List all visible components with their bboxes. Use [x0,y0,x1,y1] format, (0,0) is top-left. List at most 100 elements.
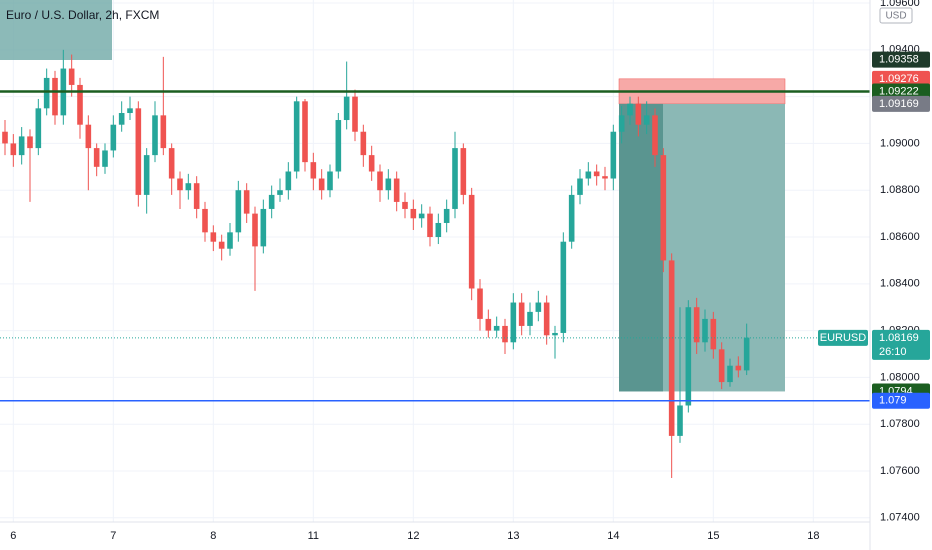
candle-body [27,136,33,149]
candle-body [743,337,750,371]
candle-body [685,307,692,406]
y-tick-label: 1.07600 [880,465,920,477]
candle-body [452,148,458,209]
candle-body [610,131,617,179]
currency-box [879,7,913,24]
candle-body [585,171,592,179]
x-tick-label: 15 [707,530,719,542]
price-label: 1.09358 [879,54,919,66]
candle-body [310,162,317,179]
candle-body [543,302,550,336]
candle-body [2,131,8,144]
candle-body [318,178,325,191]
candle-body [618,115,625,132]
price-label-box [872,83,930,100]
candle-body [727,365,733,383]
price-label-box [872,95,930,112]
candle-body [152,115,158,156]
candle-body [252,213,258,247]
candle-body [168,148,175,179]
candle-body [410,208,417,219]
candle-body [268,194,275,209]
candle-body [510,302,517,343]
candle-body [327,171,333,191]
candle-body [427,213,433,238]
currency: USD [885,11,906,22]
price-label: 1.08169 [879,332,919,344]
y-tick-label: 1.08400 [880,278,920,290]
candle-body [518,302,525,326]
candle-body [552,332,558,336]
candle-body [143,155,150,195]
candle-body [710,318,717,350]
candle-body [77,84,83,125]
candle-body [668,260,675,436]
x-tick-label: 13 [507,530,519,542]
y-tick-label: 1.09600 [880,0,920,9]
x-tick-label: 6 [10,530,16,542]
candle-body [535,302,542,312]
candle-body [502,325,508,343]
x-tick-label: 11 [308,530,319,542]
y-tick-label: 1.07400 [880,512,920,524]
countdown: 26:10 [879,346,907,358]
candle-body [352,96,358,132]
candle-body [210,232,217,242]
candle-body [343,96,350,121]
candle-body [560,241,567,333]
x-tick-label: 7 [110,530,116,542]
chart-title: Euro / U.S. Dollar, 2h, FXCM [6,8,159,22]
price-label: 1.09276 [879,73,919,85]
y-tick-label: 1.07800 [880,418,920,430]
candle-body [202,208,208,233]
candle-body [10,143,17,156]
candle-body [243,190,250,214]
y-tick-label: 1.08800 [880,184,920,196]
candle-body [118,113,125,125]
candle-body [135,108,142,195]
candle-body [285,171,292,191]
candle-body [577,178,583,195]
price-label: 1.079 [879,395,907,407]
x-tick-label: 18 [807,530,819,542]
candle-body [177,178,183,191]
candle-body [35,108,42,149]
candle-body [468,194,475,289]
candle-body [93,148,100,167]
candle-body [293,101,300,172]
candle-body [85,124,92,149]
candle-body [660,155,667,261]
price-label-box [872,329,930,360]
candle-body [602,176,608,179]
candle-body [643,115,650,125]
candle-body [102,150,108,167]
candle-body [593,171,600,177]
price-label: 1.09169 [879,98,919,110]
candle-body [418,213,425,219]
candle-body [527,311,533,326]
candle-body [652,115,658,156]
candle-body [277,190,283,195]
candle-body [568,194,575,242]
candle-body [377,171,383,191]
candle-body [485,318,492,331]
symbol-label: EURUSD [820,332,867,344]
candle-body [260,208,267,247]
candle-body [185,183,192,191]
price-label: 1.09222 [879,85,919,97]
x-tick-label: 12 [407,530,419,542]
candle-body [335,120,342,172]
candle-body [68,68,75,85]
price-label-box [872,70,930,87]
candle-body [160,115,167,149]
candle-body [110,124,117,151]
candle-body [52,77,58,116]
candle-body [193,183,200,209]
y-tick-label: 1.08600 [880,231,920,243]
candle-body [735,365,742,371]
candle-body [235,190,242,233]
drawing-box [0,0,112,60]
candle-body [677,405,683,436]
y-tick-label: 1.08000 [880,371,920,383]
